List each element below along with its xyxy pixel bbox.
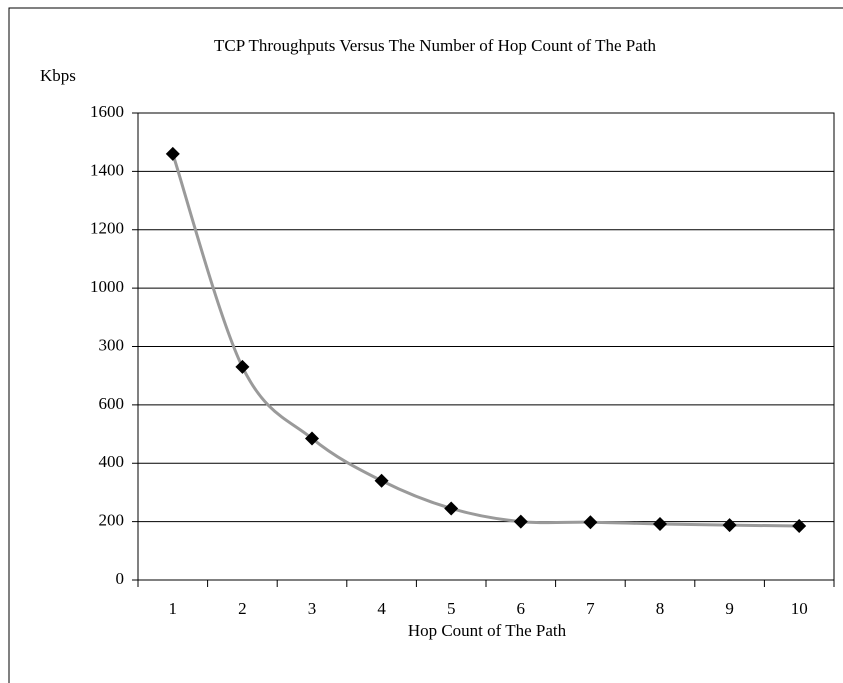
y-tick-label: 1000 (90, 277, 124, 296)
x-tick-label: 10 (791, 599, 808, 618)
x-tick-label: 4 (377, 599, 386, 618)
marker (374, 473, 389, 488)
marker (792, 519, 807, 534)
marker (305, 431, 319, 446)
y-tick-label: 400 (99, 452, 125, 471)
y-tick-label: 1600 (90, 102, 124, 121)
x-tick-label: 8 (656, 599, 665, 618)
frame (8, 7, 843, 683)
marker (235, 359, 250, 374)
marker (583, 515, 598, 530)
y-tick-label: 200 (99, 511, 125, 530)
y-tick-label: 1400 (90, 160, 124, 179)
marker (653, 516, 667, 531)
y-tick-label: 300 (99, 335, 125, 354)
x-tick-label: 6 (517, 599, 526, 618)
y-axis-label: Kbps (40, 66, 76, 85)
marker (444, 501, 459, 516)
x-tick-label: 2 (238, 599, 247, 618)
x-axis-label: Hop Count of The Path (408, 621, 567, 640)
x-tick-label: 9 (725, 599, 734, 618)
chart-title: TCP Throughputs Versus The Number of Hop… (214, 36, 656, 55)
y-tick-label: 0 (116, 569, 125, 588)
x-tick-label: 7 (586, 599, 595, 618)
x-tick-label: 5 (447, 599, 456, 618)
y-tick-label: 600 (99, 394, 125, 413)
y-tick-label: 1200 (90, 219, 124, 238)
marker (165, 146, 180, 161)
x-tick-label: 3 (308, 599, 317, 618)
marker (513, 514, 528, 529)
marker (722, 518, 737, 533)
x-tick-label: 1 (169, 599, 178, 618)
